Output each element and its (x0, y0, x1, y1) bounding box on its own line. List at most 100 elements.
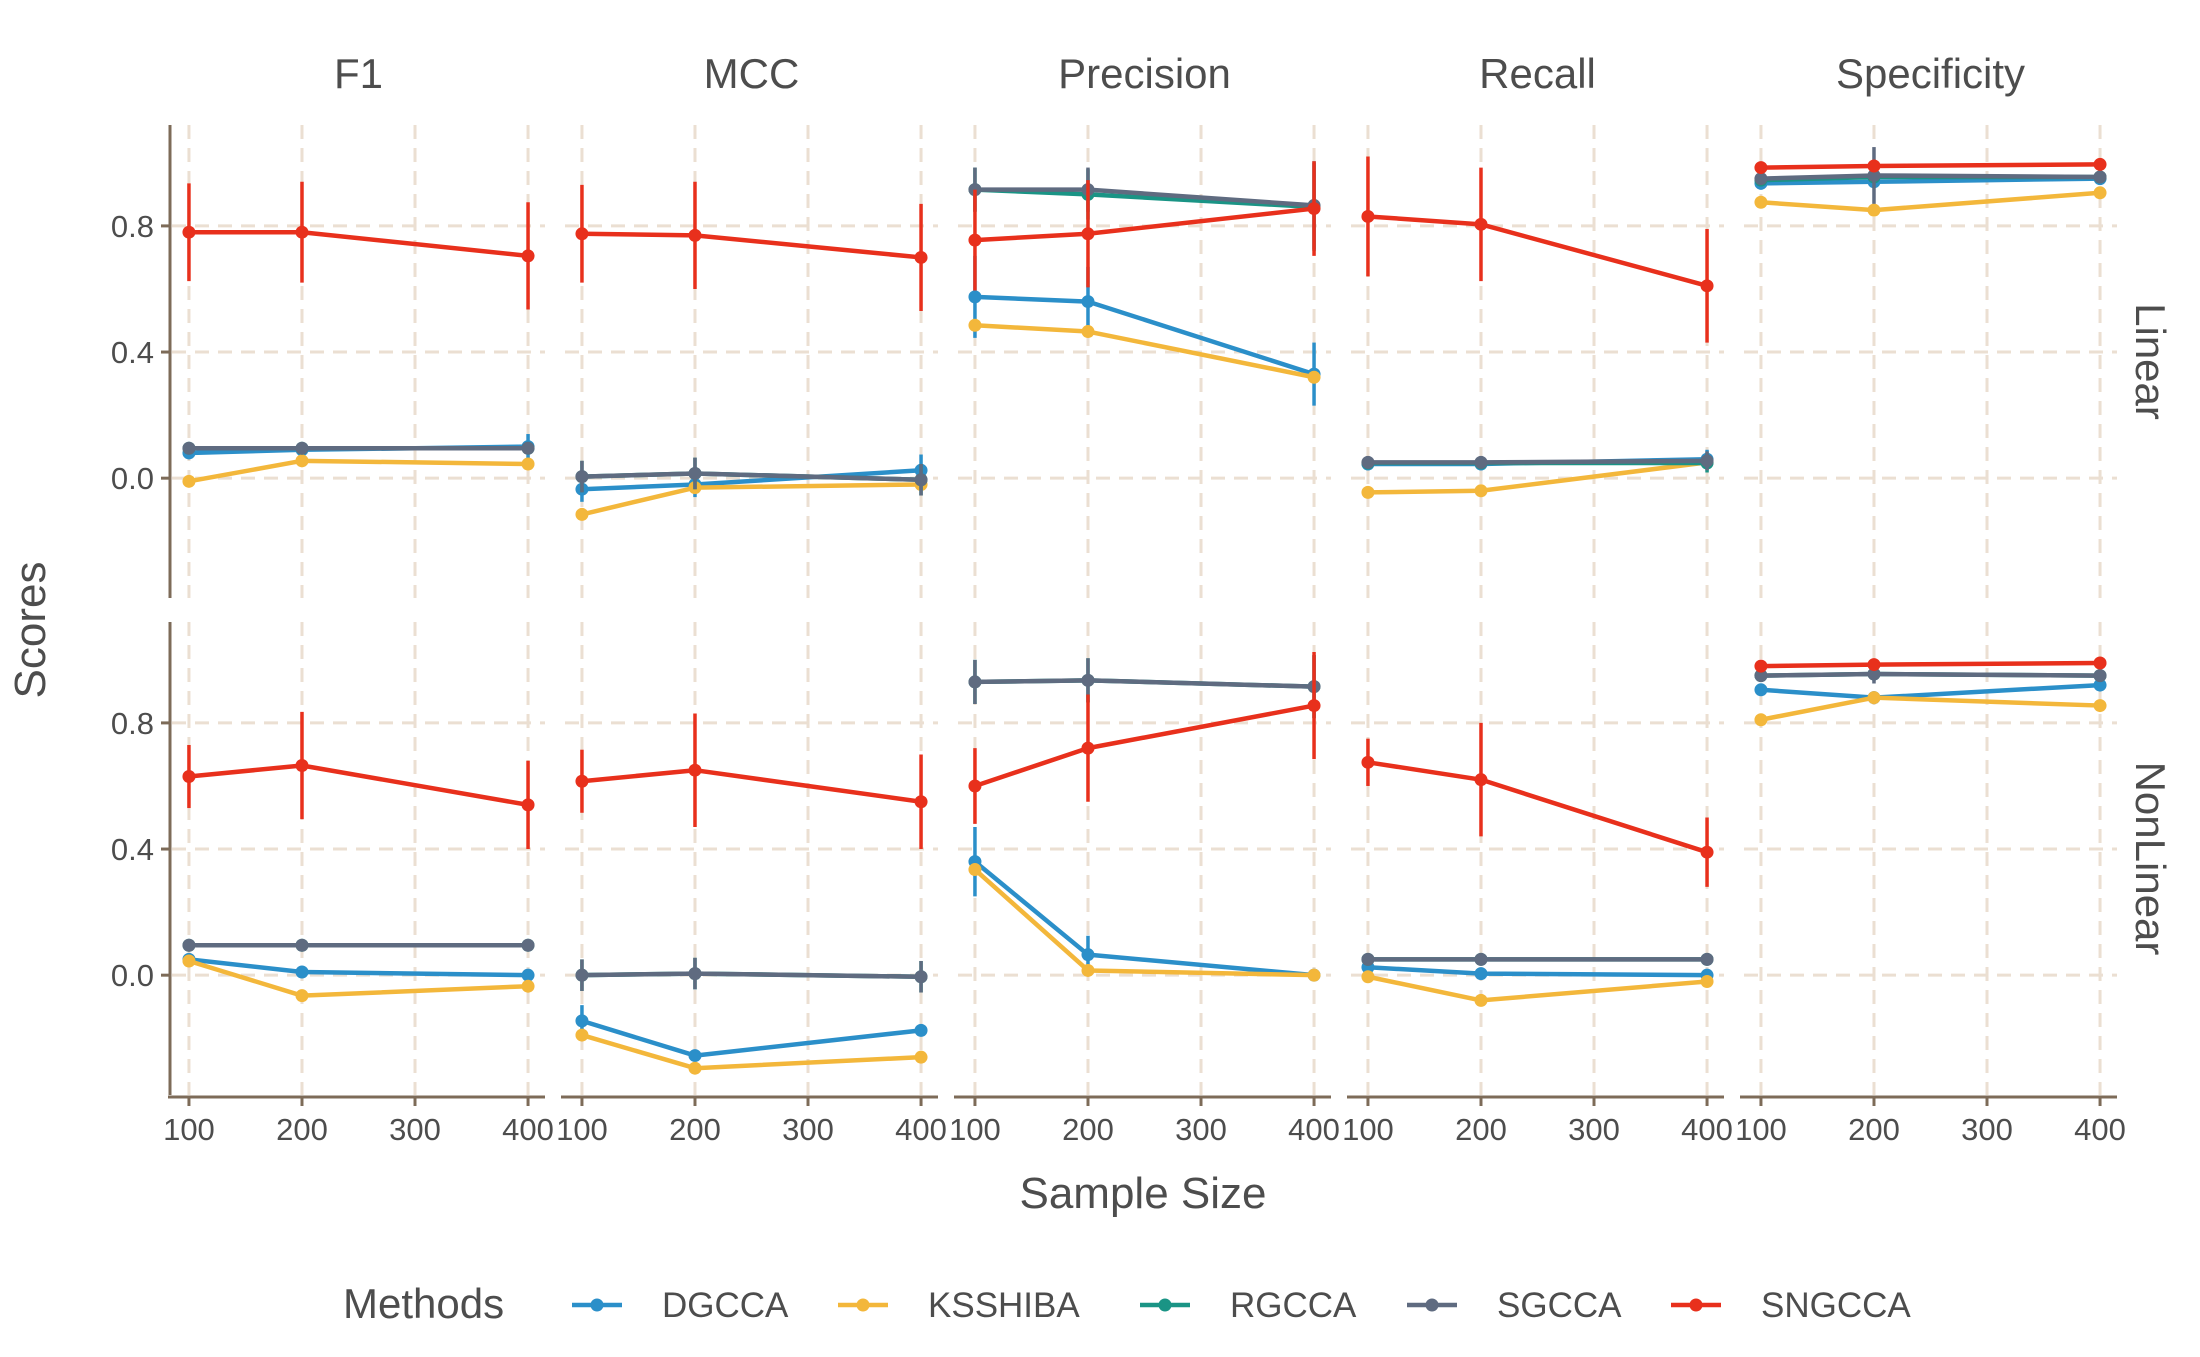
data-point-sgcca (182, 441, 196, 455)
data-point-sngcca (1307, 202, 1321, 216)
data-point-ksshiba (1867, 691, 1881, 705)
data-point-sngcca (1700, 845, 1714, 859)
data-point-ksshiba (1700, 974, 1714, 988)
data-point-sgcca (182, 938, 196, 952)
data-point-sgcca (914, 970, 928, 984)
data-point-sngcca (295, 225, 309, 239)
legend-key-point (1689, 1298, 1703, 1312)
data-point-sgcca (521, 441, 535, 455)
x-tick-label: 300 (1568, 1112, 1620, 1147)
data-point-sngcca (2093, 157, 2107, 171)
x-tick-label: 200 (1848, 1112, 1900, 1147)
legend-label: RGCCA (1230, 1286, 1357, 1325)
x-tick-label: 100 (1342, 1112, 1394, 1147)
panel-nonlinear-f1 (182, 711, 535, 1003)
data-point-dgcca (521, 968, 535, 982)
panel-linear-specificity (1754, 147, 2107, 217)
x-tick-label: 300 (1175, 1112, 1227, 1147)
axis-layer (161, 125, 2117, 1106)
data-point-sngcca (1474, 773, 1488, 787)
data-point-ksshiba (521, 979, 535, 993)
data-point-ksshiba (1361, 970, 1375, 984)
data-point-sngcca (1867, 159, 1881, 173)
data-point-sngcca (688, 228, 702, 242)
data-point-ksshiba (182, 954, 196, 968)
data-point-ksshiba (182, 474, 196, 488)
data-point-sngcca (1754, 659, 1768, 673)
data-point-sgcca (688, 967, 702, 981)
legend: Methods DGCCA KSSHIBA RGCCA SGCCA SNGCCA (343, 1280, 1911, 1327)
data-point-sgcca (1361, 455, 1375, 469)
facet-column-label: MCC (704, 50, 800, 97)
data-point-sgcca (914, 473, 928, 487)
x-tick-label: 100 (1735, 1112, 1787, 1147)
data-point-dgcca (575, 1014, 589, 1028)
data-point-sngcca (1361, 755, 1375, 769)
facet-column-label: F1 (334, 50, 383, 97)
x-tick-label: 100 (163, 1112, 215, 1147)
data-point-dgcca (688, 1049, 702, 1063)
data-point-sgcca (575, 968, 589, 982)
y-tick-label: 0.8 (111, 706, 154, 741)
x-tick-label: 400 (2074, 1112, 2126, 1147)
x-tick-label: 400 (1681, 1112, 1733, 1147)
data-point-sngcca (1081, 741, 1095, 755)
x-tick-label: 200 (276, 1112, 328, 1147)
data-point-ksshiba (1474, 993, 1488, 1007)
legend-label: DGCCA (662, 1286, 789, 1325)
data-point-dgcca (1754, 683, 1768, 697)
legend-item-sgcca: SGCCA (1407, 1286, 1622, 1325)
panel-linear-recall (1361, 156, 1714, 499)
data-point-sngcca (1700, 279, 1714, 293)
data-point-dgcca (295, 965, 309, 979)
x-tick-label: 400 (895, 1112, 947, 1147)
series-line-sgcca (581, 971, 922, 979)
data-point-sgcca (1700, 454, 1714, 468)
panel-nonlinear-mcc (575, 713, 928, 1075)
data-point-sgcca (2093, 170, 2107, 184)
data-point-sgcca (1867, 168, 1881, 182)
panel-nonlinear-precision (968, 651, 1321, 982)
data-point-ksshiba (1754, 713, 1768, 727)
data-point-ksshiba (1754, 195, 1768, 209)
data-point-sngcca (521, 249, 535, 263)
data-point-dgcca (1081, 948, 1095, 962)
x-tick-label: 300 (389, 1112, 441, 1147)
data-point-sngcca (968, 233, 982, 247)
data-point-sngcca (1361, 209, 1375, 223)
y-tick-label: 0.8 (111, 209, 154, 244)
series-line-sgcca (1760, 671, 2101, 678)
legend-label: SGCCA (1497, 1286, 1622, 1325)
legend-item-rgcca: RGCCA (1140, 1286, 1357, 1325)
data-point-ksshiba (1307, 968, 1321, 982)
data-point-sngcca (182, 770, 196, 784)
legend-label: KSSHIBA (928, 1286, 1080, 1325)
data-point-ksshiba (1081, 963, 1095, 977)
data-point-sngcca (914, 250, 928, 264)
x-tick-label: 400 (502, 1112, 554, 1147)
data-point-sgcca (575, 470, 589, 484)
data-point-sgcca (2093, 669, 2107, 683)
legend-key-point (1158, 1298, 1172, 1312)
data-point-ksshiba (968, 863, 982, 877)
data-point-sgcca (1754, 669, 1768, 683)
facet-column-label: Recall (1479, 50, 1596, 97)
panel-linear-f1 (182, 181, 535, 488)
data-point-ksshiba (1867, 203, 1881, 217)
data-point-sngcca (1867, 658, 1881, 672)
data-point-sgcca (688, 466, 702, 480)
panel-nonlinear-recall (1361, 722, 1714, 1007)
data-point-sgcca (1361, 952, 1375, 966)
data-point-sgcca (1754, 172, 1768, 186)
data-point-ksshiba (295, 454, 309, 468)
data-point-ksshiba (575, 1028, 589, 1042)
x-tick-label: 200 (1455, 1112, 1507, 1147)
data-point-sgcca (968, 675, 982, 689)
data-point-ksshiba (1474, 484, 1488, 498)
data-point-dgcca (2093, 678, 2107, 692)
data-point-dgcca (968, 290, 982, 304)
data-point-ksshiba (968, 318, 982, 332)
data-point-sngcca (295, 758, 309, 772)
facet-row-label: Linear (2127, 303, 2174, 420)
